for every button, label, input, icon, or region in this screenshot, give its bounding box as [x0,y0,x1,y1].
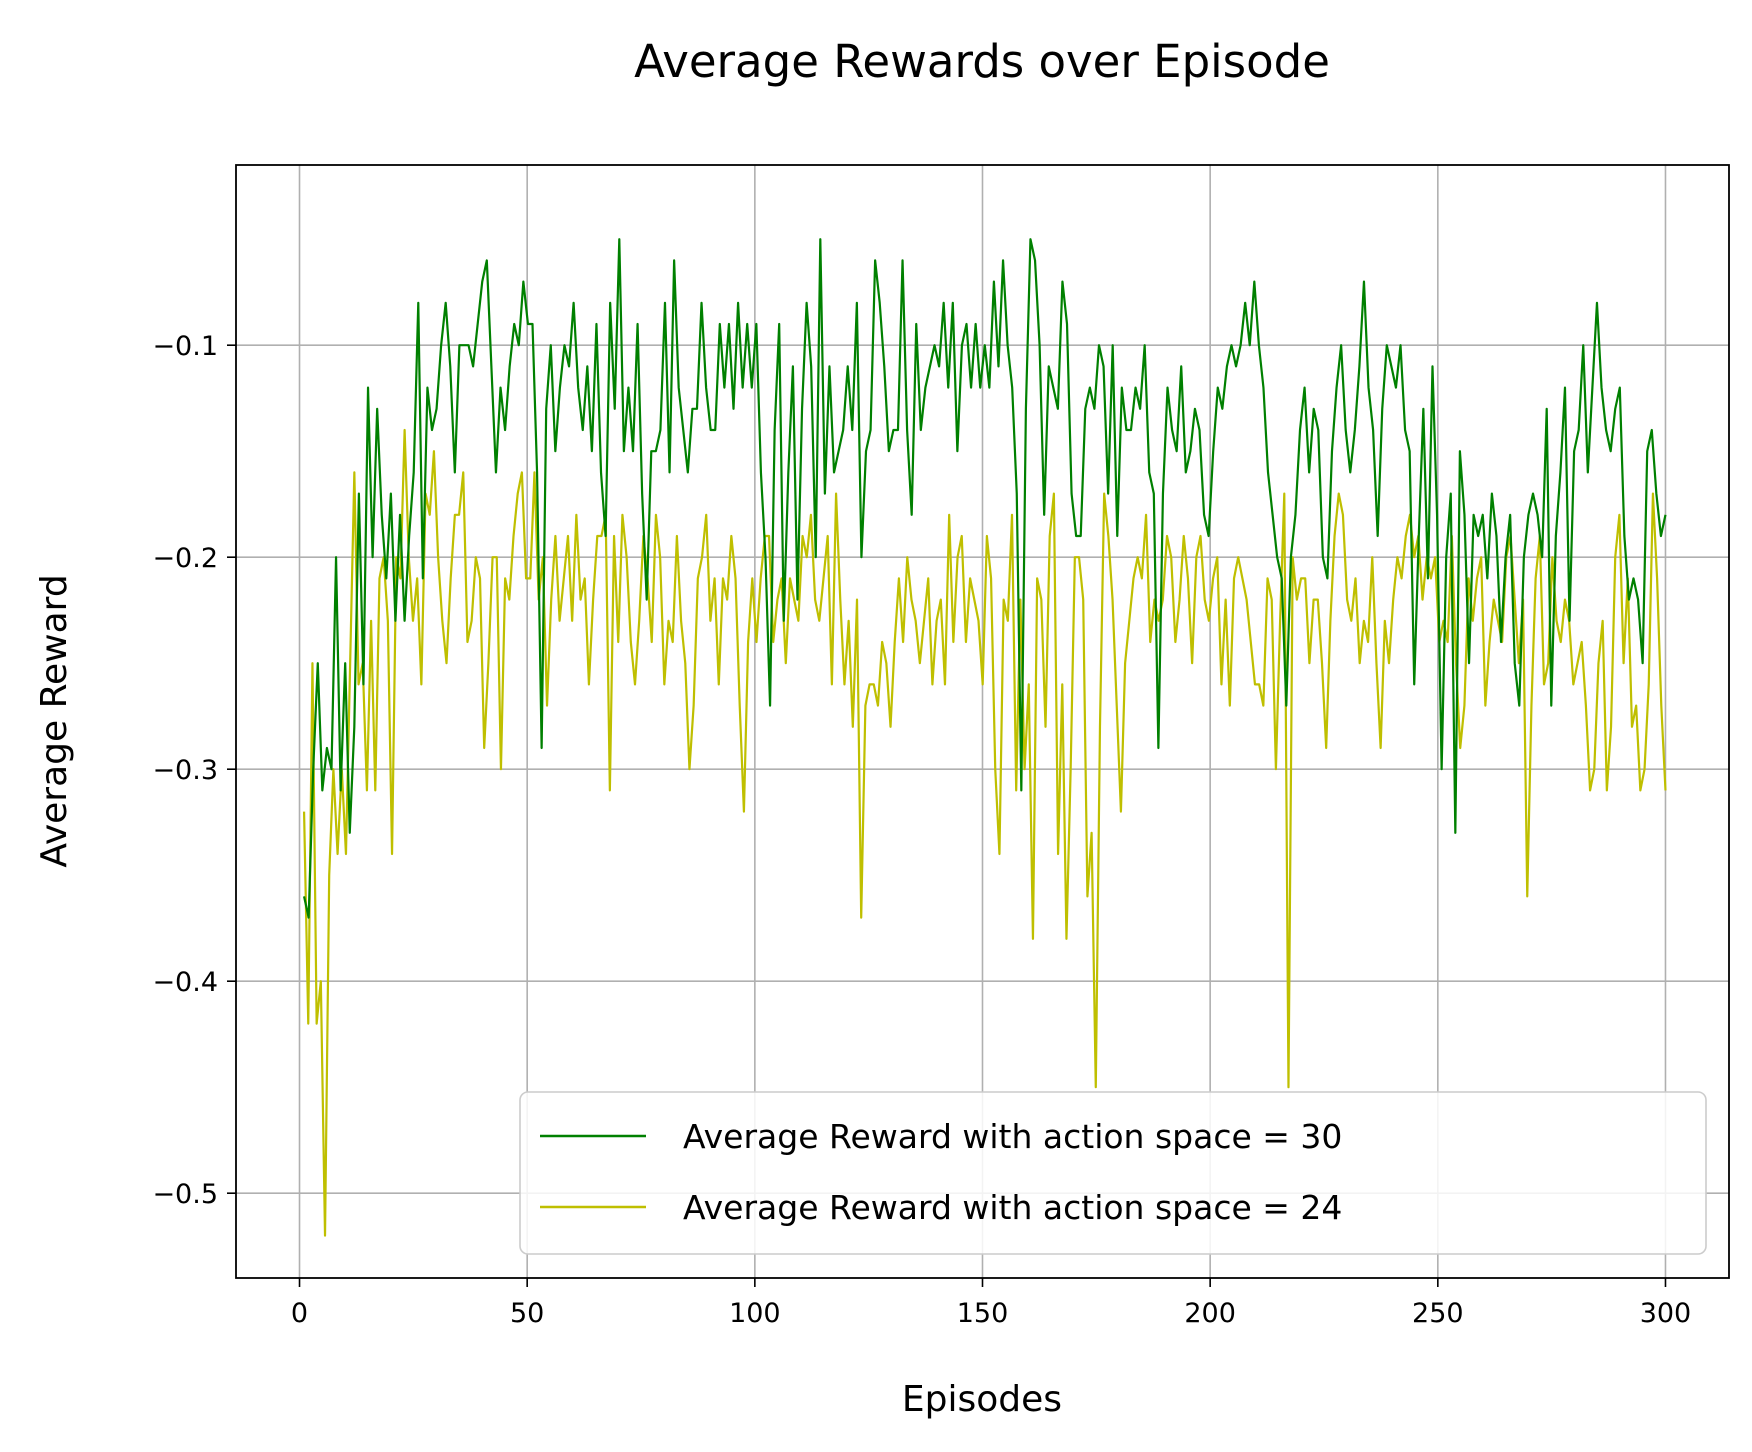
series-layer [302,238,1667,1237]
x-tick-label: 50 [510,1298,544,1329]
chart-title: Average Rewards over Episode [634,35,1330,88]
y-tick-label: −0.1 [152,331,218,362]
y-tick-label: −0.3 [152,755,218,786]
y-tick-label: −0.5 [152,1179,218,1210]
y-tick-label: −0.2 [152,543,218,574]
x-tick-label: 100 [729,1298,781,1329]
x-axis-ticks: 0 50 100 150 200 250 300 [291,1278,1691,1329]
x-tick-label: 150 [957,1298,1009,1329]
legend-box [519,1091,1707,1255]
legend-label-action-space-30: Average Reward with action space = 30 [683,1117,1342,1156]
legend-label-action-space-24: Average Reward with action space = 24 [683,1188,1342,1227]
x-tick-label: 200 [1184,1298,1236,1329]
x-axis-label: Episodes [902,1379,1062,1420]
series-line-action-space-30 [302,238,1667,919]
legend: Average Reward with action space = 30 Av… [519,1091,1707,1255]
x-tick-label: 250 [1412,1298,1464,1329]
y-tick-label: −0.4 [152,967,218,998]
x-tick-label: 300 [1640,1298,1692,1329]
y-axis-ticks: −0.5 −0.4 −0.3 −0.2 −0.1 [152,331,236,1210]
x-tick-label: 0 [291,1298,308,1329]
y-axis-label: Average Reward [34,574,75,867]
